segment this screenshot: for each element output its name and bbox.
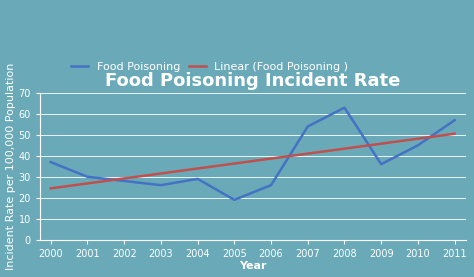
Linear (Food Poisoning ): [231, 162, 237, 165]
Food Poisoning: [342, 106, 347, 109]
Linear (Food Poisoning ): [415, 137, 421, 140]
Food Poisoning: [378, 163, 384, 166]
Line: Food Poisoning: Food Poisoning: [51, 108, 455, 200]
Food Poisoning: [85, 175, 91, 178]
Food Poisoning: [48, 160, 54, 164]
Food Poisoning: [268, 183, 274, 187]
Linear (Food Poisoning ): [48, 187, 54, 190]
Y-axis label: Incident Rate per 100,000 Population: Incident Rate per 100,000 Population: [6, 63, 16, 270]
Linear (Food Poisoning ): [195, 167, 201, 170]
Linear (Food Poisoning ): [158, 172, 164, 175]
Legend: Food Poisoning, Linear (Food Poisoning ): Food Poisoning, Linear (Food Poisoning ): [66, 57, 353, 76]
Food Poisoning: [158, 183, 164, 187]
Title: Food Poisoning Incident Rate: Food Poisoning Incident Rate: [105, 72, 401, 90]
Food Poisoning: [231, 198, 237, 201]
Linear (Food Poisoning ): [378, 142, 384, 145]
X-axis label: Year: Year: [239, 261, 266, 271]
Linear (Food Poisoning ): [268, 157, 274, 160]
Linear (Food Poisoning ): [342, 147, 347, 150]
Food Poisoning: [415, 144, 421, 147]
Food Poisoning: [195, 177, 201, 181]
Linear (Food Poisoning ): [85, 182, 91, 185]
Food Poisoning: [452, 119, 457, 122]
Line: Linear (Food Poisoning ): Linear (Food Poisoning ): [51, 134, 455, 188]
Linear (Food Poisoning ): [452, 132, 457, 135]
Food Poisoning: [121, 179, 127, 183]
Linear (Food Poisoning ): [121, 177, 127, 180]
Food Poisoning: [305, 125, 310, 128]
Linear (Food Poisoning ): [305, 152, 310, 155]
